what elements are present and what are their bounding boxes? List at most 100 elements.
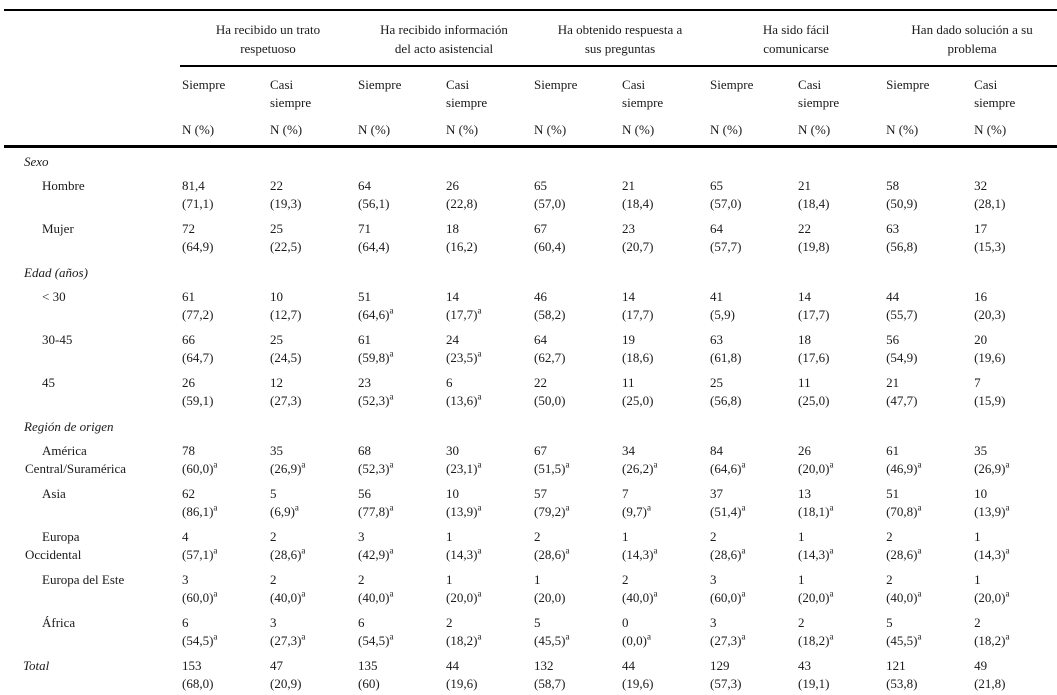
percent-text: (51,5) [534, 461, 566, 476]
percent-value: (21,8) [974, 675, 1057, 693]
percent-value: (57,1)a [182, 546, 266, 564]
percent-text: (19,3) [270, 196, 302, 211]
value-cell: 21 (18,4) [796, 173, 884, 216]
count-value: 47 [270, 658, 283, 673]
percent-text: (57,0) [710, 196, 742, 211]
group-header-row: Ha recibido un trato respetuoso Ha recib… [4, 10, 1057, 67]
value-cell: 18 (16,2) [444, 216, 532, 259]
footnote-marker: a [213, 502, 218, 513]
percent-value: (64,6)a [710, 460, 794, 478]
percent-text: (46,9) [886, 461, 918, 476]
value-cell: 44 (19,6) [620, 653, 708, 695]
count-value: 44 [622, 658, 636, 673]
measure-label: N (%) [972, 118, 1057, 148]
table-row: Mujer 72 (64,9) 25 (22,5) 71 (64,4) 18 (16,2) 67 (… [4, 216, 1057, 259]
count-value: 71 [358, 221, 372, 236]
count-value: 16 [974, 289, 988, 304]
percent-text: (58,7) [534, 676, 566, 691]
percent-text: (47,7) [886, 393, 918, 408]
value-cell: 41 (5,9) [708, 284, 796, 327]
count-value: 56 [358, 486, 372, 501]
value-cell: 1 (20,0)a [444, 567, 532, 610]
percent-value: (19,6) [974, 349, 1057, 367]
row-label: Europa del Este [42, 572, 125, 587]
percent-value: (14,3)a [622, 546, 706, 564]
footnote-marker: a [1005, 588, 1010, 599]
percent-text: (14,3) [798, 547, 830, 562]
group-header-informacion-asistencial: Ha recibido información del acto asisten… [356, 10, 533, 67]
percent-value: (18,1)a [798, 503, 882, 521]
percent-value: (27,3) [270, 392, 354, 410]
value-cell: 56 (54,9) [884, 327, 972, 370]
footnote-marker: a [389, 348, 394, 359]
value-cell: 23 (20,7) [620, 216, 708, 259]
footnote-marker: a [829, 545, 834, 556]
count-value: 6 [446, 375, 453, 390]
percent-value: (20,0)a [798, 460, 882, 478]
percent-text: (27,3) [710, 633, 742, 648]
subheader-siempre: Siempre [534, 77, 578, 92]
percent-value: (62,7) [534, 349, 618, 367]
footnote-marker: a [1005, 459, 1010, 470]
percent-text: (60) [358, 676, 380, 691]
measure-label: N (%) [532, 118, 621, 148]
row-label: Hombre [42, 178, 85, 193]
value-cell: 22 (19,3) [268, 173, 356, 216]
count-value: 18 [798, 332, 812, 347]
percent-value: (27,3)a [270, 632, 354, 650]
footnote-marker: a [917, 459, 922, 470]
count-value: 13 [798, 486, 812, 501]
value-cell: 32 (28,1) [972, 173, 1057, 216]
footnote-marker: a [301, 459, 306, 470]
value-cell: 0 (0,0)a [620, 610, 708, 653]
percent-value: (50,0) [534, 392, 618, 410]
percent-text: (20,3) [974, 307, 1006, 322]
value-cell: 10 (13,9)a [972, 481, 1057, 524]
percent-value: (54,5)a [358, 632, 442, 650]
count-value: 2 [710, 529, 717, 544]
percent-value: (28,6)a [270, 546, 354, 564]
percent-value: (20,0)a [446, 589, 530, 607]
count-value: 14 [446, 289, 460, 304]
percent-value: (16,2) [446, 238, 530, 256]
count-value: 64 [358, 178, 372, 193]
value-cell: 7 (15,9) [972, 370, 1057, 413]
percent-text: (58,2) [534, 307, 566, 322]
group-header-facil-comunicarse: Ha sido fácil comunicarse [708, 10, 885, 67]
section-label: Región de origen [24, 419, 114, 434]
percent-text: (26,9) [974, 461, 1006, 476]
value-cell: 6 (54,5)a [180, 610, 268, 653]
corner-cell [4, 66, 180, 118]
percent-text: (64,9) [182, 239, 214, 254]
percent-text: (56,8) [886, 239, 918, 254]
value-cell: 35 (26,9)a [268, 438, 356, 481]
footnote-marker: a [646, 631, 651, 642]
percent-text: (20,7) [622, 239, 654, 254]
count-value: 41 [710, 289, 724, 304]
percent-text: (19,6) [622, 676, 654, 691]
measure-row: N (%) N (%) N (%) N (%) N (%) N (%) N (%… [4, 118, 1057, 148]
value-cell: 84 (64,6)a [708, 438, 796, 481]
percent-value: (57,0) [534, 195, 618, 213]
footnote-marker: a [917, 502, 922, 513]
group-header-respuesta-preguntas: Ha obtenido respuesta a sus preguntas [532, 10, 709, 67]
value-cell: 1 (14,3)a [620, 524, 708, 567]
percent-value: (18,2)a [446, 632, 530, 650]
percent-value: (56,1) [358, 195, 442, 213]
value-cell: 2 (40,0)a [268, 567, 356, 610]
count-value: 135 [358, 658, 378, 673]
percent-text: (18,1) [798, 504, 830, 519]
footnote-marker: a [301, 545, 306, 556]
value-cell: 44 (19,6) [444, 653, 532, 695]
count-value: 2 [270, 529, 277, 544]
count-value: 4 [182, 529, 189, 544]
value-cell: 1 (14,3)a [972, 524, 1057, 567]
percent-text: (68,0) [182, 676, 214, 691]
percent-value: (40,0)a [270, 589, 354, 607]
value-cell: 2 (18,2)a [444, 610, 532, 653]
percent-text: (57,1) [182, 547, 214, 562]
measure-label: N (%) [444, 118, 533, 148]
value-cell: 18 (17,6) [796, 327, 884, 370]
value-cell: 10 (13,9)a [444, 481, 532, 524]
footnote-marker: a [917, 545, 922, 556]
